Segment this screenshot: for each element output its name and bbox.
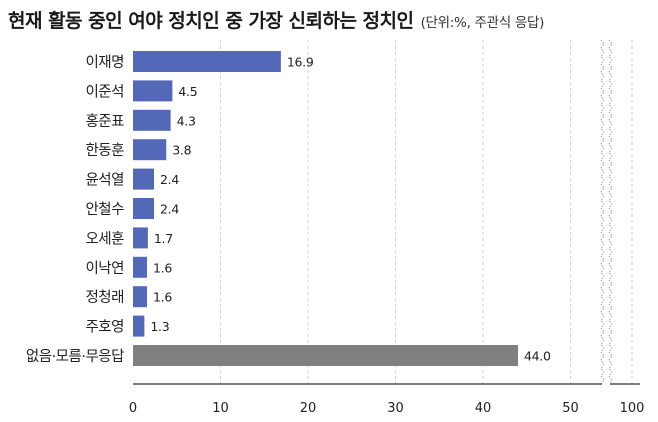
axis-break-line-2: [608, 39, 613, 385]
axis-break-line-1: [600, 39, 605, 385]
value-label-11: 44.0: [524, 349, 551, 364]
bars: [133, 51, 518, 366]
category-label-8: 이낙연: [85, 260, 124, 277]
value-label-1: 16.9: [287, 55, 314, 70]
category-label-4: 한동훈: [85, 142, 124, 159]
bar-11: [133, 345, 518, 366]
category-label-10: 주호영: [85, 319, 124, 336]
value-label-6: 2.4: [160, 202, 179, 217]
category-label-9: 정청래: [85, 289, 124, 306]
bar-4: [133, 139, 167, 161]
x-tick-label-50: 50: [562, 401, 579, 416]
chart-title: 현재 활동 중인 여야 정치인 중 가장 신뢰하는 정치인: [8, 10, 414, 32]
bar-8: [133, 256, 147, 278]
category-label-2: 이준석: [85, 83, 124, 100]
value-label-7: 1.7: [154, 231, 173, 246]
x-tick-label-30: 30: [387, 401, 404, 416]
category-label-5: 윤석열: [85, 172, 124, 189]
x-axis: 0 10 20 30 40 50 100: [129, 383, 645, 416]
value-label-3: 4.3: [177, 113, 196, 128]
value-label-9: 1.6: [153, 290, 172, 305]
value-label-5: 2.4: [160, 172, 179, 187]
bar-2: [133, 80, 173, 102]
bar-9: [133, 286, 147, 308]
bar-6: [133, 198, 154, 219]
category-label-6: 안철수: [85, 201, 124, 218]
category-label-1: 이재명: [85, 54, 124, 71]
x-tick-label-0: 0: [129, 401, 137, 416]
chart-subtitle: (단위:%, 주관식 응답): [420, 15, 545, 31]
value-labels: 16.9 4.5 4.3 3.8 2.4 2.4 1.7 1.6 1.6 1.3 44.0: [150, 55, 551, 364]
axis-break: [600, 39, 613, 386]
bar-10: [133, 315, 145, 337]
bar-5: [133, 168, 154, 190]
value-label-4: 3.8: [172, 143, 191, 158]
value-label-8: 1.6: [153, 260, 172, 275]
bar-7: [133, 227, 148, 249]
bar-3: [133, 109, 171, 131]
bar-1: [133, 51, 281, 72]
chart-title-block: 현재 활동 중인 여야 정치인 중 가장 신뢰하는 정치인 (단위:%, 주관식…: [8, 6, 653, 36]
axis-break-gap: [602, 383, 610, 386]
value-label-2: 4.5: [178, 84, 197, 99]
x-tick-label-20: 20: [300, 401, 317, 416]
category-label-7: 오세훈: [85, 230, 124, 247]
x-tick-label-100: 100: [620, 401, 645, 416]
category-label-11: 없음·모름·무응답: [26, 348, 124, 365]
value-label-10: 1.3: [150, 319, 169, 334]
category-label-3: 홍준표: [85, 113, 124, 130]
x-tick-label-40: 40: [475, 401, 492, 416]
grid-lines: [220, 40, 633, 384]
x-tick-label-10: 10: [212, 401, 229, 416]
